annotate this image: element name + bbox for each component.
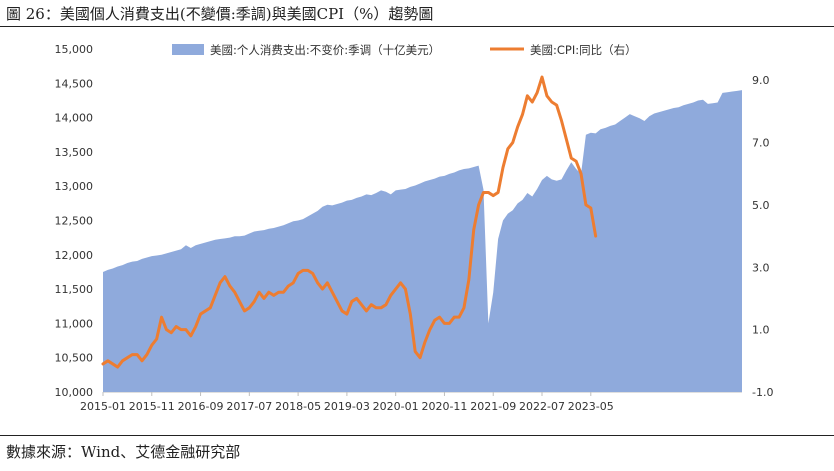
- y-right-tick-label: -1.0: [752, 386, 773, 399]
- y-right-tick-label: 9.0: [752, 74, 770, 87]
- x-tick-label: 2017-07: [226, 400, 272, 413]
- y-left-tick-label: 14,000: [55, 112, 94, 125]
- y-left-tick-label: 10,000: [55, 386, 94, 399]
- y-left-tick-label: 11,500: [55, 283, 94, 296]
- x-tick-label: 2019-03: [324, 400, 370, 413]
- y-right-tick-label: 3.0: [752, 261, 770, 274]
- legend: 美國:个人消费支出:不变价:季调（十亿美元） 美國:CPI:同比（右）: [172, 43, 637, 57]
- x-tick-label: 2020-11: [421, 400, 467, 413]
- cpi-line: [101, 75, 598, 369]
- legend-label-line: 美國:CPI:同比（右）: [530, 43, 637, 57]
- legend-label-area: 美國:个人消费支出:不变价:季调（十亿美元）: [210, 43, 440, 57]
- x-tick-label: 2021-09: [470, 400, 516, 413]
- y-left-tick-label: 12,000: [55, 249, 94, 262]
- bottom-rule: [0, 435, 834, 436]
- x-tick-label: 2023-05: [568, 400, 614, 413]
- x-tick-label: 2022-07: [519, 400, 565, 413]
- x-tick-label: 2015-01: [80, 400, 126, 413]
- chart-title: 圖 26：美國個人消費支出(不變價:季調)與美國CPI（%）趨勢圖: [6, 5, 434, 23]
- x-tick-label: 2018-05: [275, 400, 321, 413]
- y-left-tick-label: 14,500: [55, 77, 94, 90]
- pce-area: [103, 90, 742, 392]
- line-series-layer: [101, 75, 598, 369]
- y-right-tick-label: 5.0: [752, 199, 770, 212]
- x-tick-label: 2016-09: [178, 400, 224, 413]
- y-left-tick-label: 12,500: [55, 215, 94, 228]
- y-left-tick-label: 11,000: [55, 317, 94, 330]
- y-left-tick-label: 10,500: [55, 352, 94, 365]
- tick-label-layer: 10,000 10,500 11,000 11,500 12,000 12,500 13,0…: [55, 43, 774, 413]
- y-left-tick-label: 13,500: [55, 146, 94, 159]
- area-series-layer: [103, 90, 742, 392]
- axis-layer: [102, 391, 742, 396]
- y-left-tick-label: 13,000: [55, 180, 94, 193]
- top-rule: [0, 26, 834, 27]
- source-note: 數據來源：Wind、艾德金融研究部: [6, 443, 241, 461]
- y-right-tick-label: 1.0: [752, 324, 770, 337]
- legend-swatch-area: [172, 44, 204, 55]
- y-left-tick-label: 15,000: [55, 43, 94, 56]
- x-tick-label: 2015-11: [129, 400, 175, 413]
- x-tick-label: 2020-01: [373, 400, 419, 413]
- chart-svg: 10,000 10,500 11,000 11,500 12,000 12,500 13,0…: [55, 43, 774, 413]
- y-right-tick-label: 7.0: [752, 137, 770, 150]
